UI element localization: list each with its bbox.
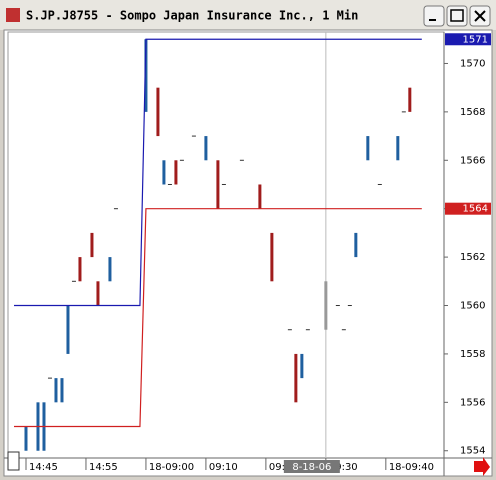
crosshair-label-box	[283, 460, 340, 473]
price-bar	[60, 378, 64, 403]
price-bar	[191, 135, 196, 137]
x-tick-label: 18-09:00	[149, 462, 194, 473]
level-label: 1571	[463, 34, 488, 45]
window-title: S.JP.J8755 - Sompo Japan Insurance Inc.,…	[26, 9, 358, 23]
level-label: 1564	[463, 204, 488, 215]
price-bar	[396, 136, 400, 161]
price-bar	[408, 87, 412, 112]
y-tick-label: 1568	[460, 107, 485, 118]
price-bar	[108, 257, 112, 282]
y-tick-label: 1554	[460, 446, 485, 457]
x-tick-label: 09:30	[329, 462, 358, 473]
y-tick-label: 1556	[460, 397, 485, 408]
price-bar	[144, 39, 148, 112]
x-tick-label: 14:45	[29, 462, 58, 473]
y-tick-label: 1558	[460, 349, 485, 360]
price-bar	[354, 232, 358, 258]
price-bar	[204, 136, 208, 161]
level-label-box	[445, 202, 491, 215]
y-tick-label: 1562	[460, 252, 485, 263]
maximize-button[interactable]	[446, 5, 468, 27]
price-bar	[270, 232, 274, 282]
x-tick-label: 18-09:40	[389, 462, 434, 473]
price-bar	[54, 378, 58, 403]
crosshair-label: 8-18-06	[292, 462, 331, 473]
price-bar	[47, 377, 52, 379]
minimize-button[interactable]	[423, 5, 445, 27]
y-tick-label: 1566	[460, 155, 485, 166]
price-bar	[113, 208, 118, 210]
y-tick-label: 1560	[460, 301, 485, 312]
price-bar	[305, 329, 310, 331]
price-bar	[239, 159, 244, 161]
price-bar	[300, 353, 304, 379]
price-bar	[347, 305, 352, 307]
price-bar	[401, 111, 406, 113]
price-bar	[66, 305, 70, 354]
price-bar	[221, 183, 226, 185]
price-bar	[258, 184, 262, 209]
x-tick-label: 09:20	[269, 462, 298, 473]
level-label-box	[445, 33, 491, 46]
price-bar	[341, 329, 346, 331]
price-bar	[90, 232, 94, 258]
price-bar	[216, 160, 220, 209]
price-bar	[174, 160, 178, 185]
level-line	[13, 208, 422, 428]
scroll-box[interactable]	[7, 451, 20, 471]
close-button[interactable]	[469, 5, 491, 27]
price-bar	[335, 305, 340, 307]
price-bar	[78, 257, 82, 282]
price-bar	[71, 280, 76, 282]
price-bar	[287, 329, 292, 331]
price-bar	[162, 160, 166, 185]
y-tick-label: 1570	[460, 58, 485, 69]
price-bar	[96, 281, 100, 306]
level-line	[13, 38, 422, 307]
title-bar	[0, 0, 496, 30]
price-bar	[366, 136, 370, 161]
price-bar	[377, 183, 382, 185]
x-tick-label: 14:55	[89, 462, 118, 473]
scroll-right-arrow[interactable]	[474, 457, 490, 476]
app-icon	[6, 8, 20, 22]
price-bar	[167, 183, 172, 185]
price-bar	[156, 87, 160, 137]
price-bar	[179, 159, 184, 161]
price-bar	[24, 426, 28, 451]
x-tick-label: 09:10	[209, 462, 238, 473]
price-bar	[294, 353, 298, 403]
price-bar	[324, 281, 328, 330]
plot-area	[7, 31, 445, 459]
